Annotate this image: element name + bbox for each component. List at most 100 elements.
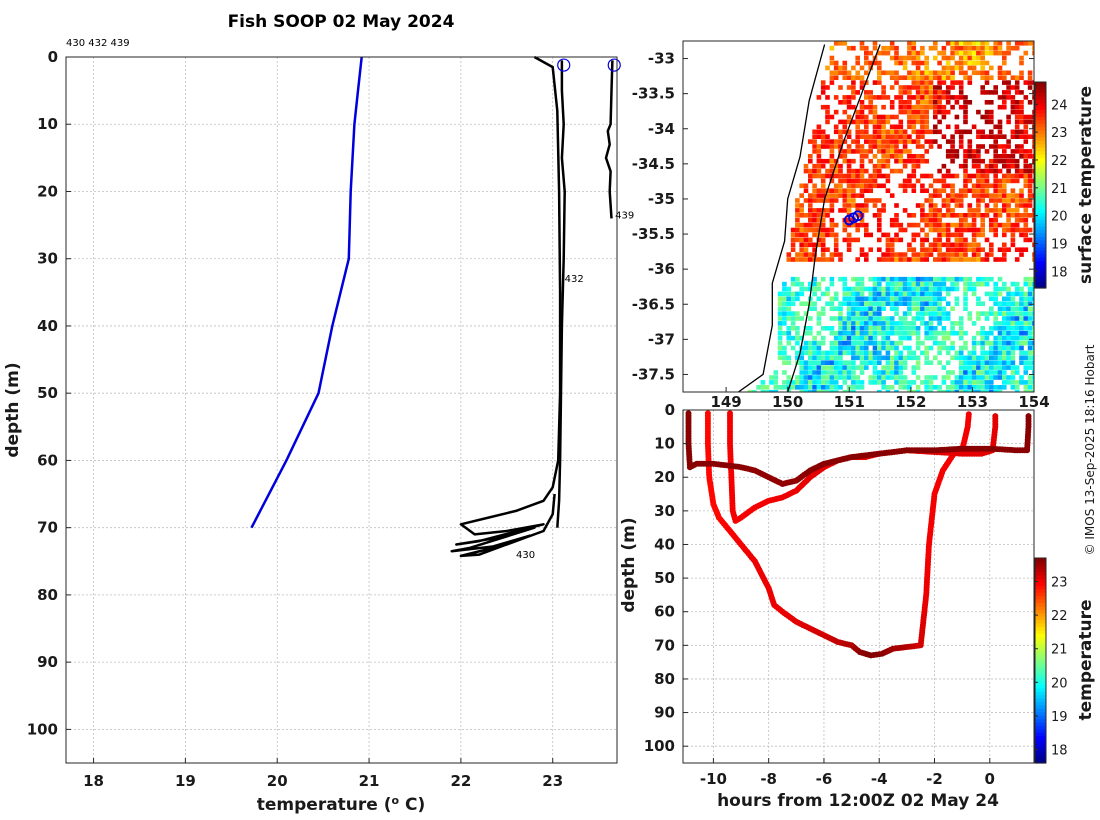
sst-cell — [937, 188, 942, 193]
sst-cell — [907, 119, 912, 125]
sst-cell — [915, 85, 921, 90]
sst-cell — [812, 385, 817, 390]
sst-cell — [976, 70, 981, 76]
sst-cell — [868, 247, 873, 252]
sst-cell — [1006, 70, 1011, 76]
sst-cell — [851, 193, 856, 198]
sst-cell — [984, 330, 990, 336]
sst-cell — [795, 340, 800, 346]
sst-cell — [989, 330, 994, 336]
sst-cell — [997, 326, 1003, 331]
sst-cell — [881, 154, 886, 159]
sst-cell — [950, 326, 955, 331]
sst-cell — [1019, 114, 1024, 120]
sst-cell — [989, 45, 994, 51]
sst-cell — [950, 306, 955, 311]
sst-cell — [877, 139, 882, 144]
sst-cell — [911, 158, 917, 164]
sst-cell — [846, 158, 852, 164]
sst-cell — [816, 365, 822, 370]
sst-cell — [967, 213, 973, 218]
sst-cell — [885, 95, 891, 100]
sst-cell — [920, 257, 925, 262]
sst-cell — [829, 345, 835, 351]
sst-cell — [812, 217, 817, 223]
sst-cell — [1002, 365, 1007, 370]
sst-cell — [877, 124, 882, 130]
sst-cell — [1032, 80, 1034, 85]
sst-cell — [920, 188, 925, 193]
sst-cell — [1010, 198, 1016, 203]
sst-cell — [894, 80, 899, 85]
sst-cell — [1010, 85, 1016, 90]
sst-cell — [838, 326, 843, 331]
sst-cell — [808, 389, 813, 392]
sst-cell — [851, 330, 856, 336]
sst-cell — [950, 330, 955, 336]
sst-cell — [958, 247, 964, 252]
sst-cell — [945, 237, 951, 243]
sst-cell — [989, 247, 994, 252]
sst-cell — [816, 173, 822, 179]
sst-cell — [833, 70, 839, 76]
sst-cell — [877, 330, 882, 336]
sst-colorbar-segment — [1035, 233, 1046, 238]
sst-cell — [937, 350, 942, 356]
sst-cell — [808, 227, 813, 233]
sst-cell — [984, 360, 990, 365]
sst-cell — [816, 385, 822, 390]
sst-cell — [937, 257, 942, 262]
sst-cell — [993, 385, 998, 390]
sst-cell — [924, 158, 929, 164]
sst-cell — [877, 389, 882, 392]
sst-cell — [820, 188, 826, 193]
sst-cell — [984, 380, 990, 385]
sst-cell — [933, 306, 938, 311]
sst-cell — [872, 355, 878, 361]
sst-cell — [795, 330, 800, 336]
sst-cell — [980, 385, 985, 390]
sst-cell — [855, 75, 860, 80]
sst-cell — [820, 276, 826, 282]
sst-cell — [898, 149, 904, 154]
sst-cell — [825, 198, 830, 203]
sst-cell — [795, 237, 800, 243]
sst-cell — [790, 335, 796, 341]
sst-cell — [872, 301, 878, 306]
sst-cell — [846, 311, 852, 316]
sst-cell — [872, 119, 878, 125]
sst-cell — [1006, 360, 1011, 365]
sst-cell — [864, 198, 869, 203]
sst-cell — [989, 168, 994, 174]
sst-cell — [782, 355, 787, 361]
sst-cell — [907, 173, 912, 179]
sst-cell — [989, 370, 994, 375]
sst-cell — [864, 119, 869, 125]
sst-cell — [920, 242, 925, 248]
sst-cell — [825, 380, 830, 385]
sst-cell — [954, 276, 960, 282]
sst-cell — [971, 286, 977, 292]
sst-cell — [950, 355, 955, 361]
sst-cell — [894, 370, 899, 375]
sst-cell — [920, 85, 925, 90]
sst-cell — [941, 232, 947, 238]
sst-cell — [950, 385, 955, 390]
sst-cell — [889, 41, 895, 46]
sst-cell — [855, 375, 860, 380]
sst-cell — [924, 326, 929, 331]
sst-cell — [1006, 41, 1011, 46]
sst-cell — [937, 80, 942, 85]
sst-cell — [997, 208, 1003, 213]
sst-cell — [1014, 326, 1020, 331]
profile-ytick-label: 70 — [37, 519, 58, 537]
sst-cell — [786, 355, 792, 361]
sst-cell — [808, 222, 813, 228]
sst-cell — [829, 370, 835, 375]
sst-colorbar-segment — [1035, 112, 1046, 117]
sst-cell — [864, 311, 869, 316]
sst-colorbar-segment — [1035, 215, 1046, 220]
sst-cell — [808, 193, 813, 198]
sst-cell — [993, 340, 998, 346]
sst-cell — [920, 144, 925, 149]
